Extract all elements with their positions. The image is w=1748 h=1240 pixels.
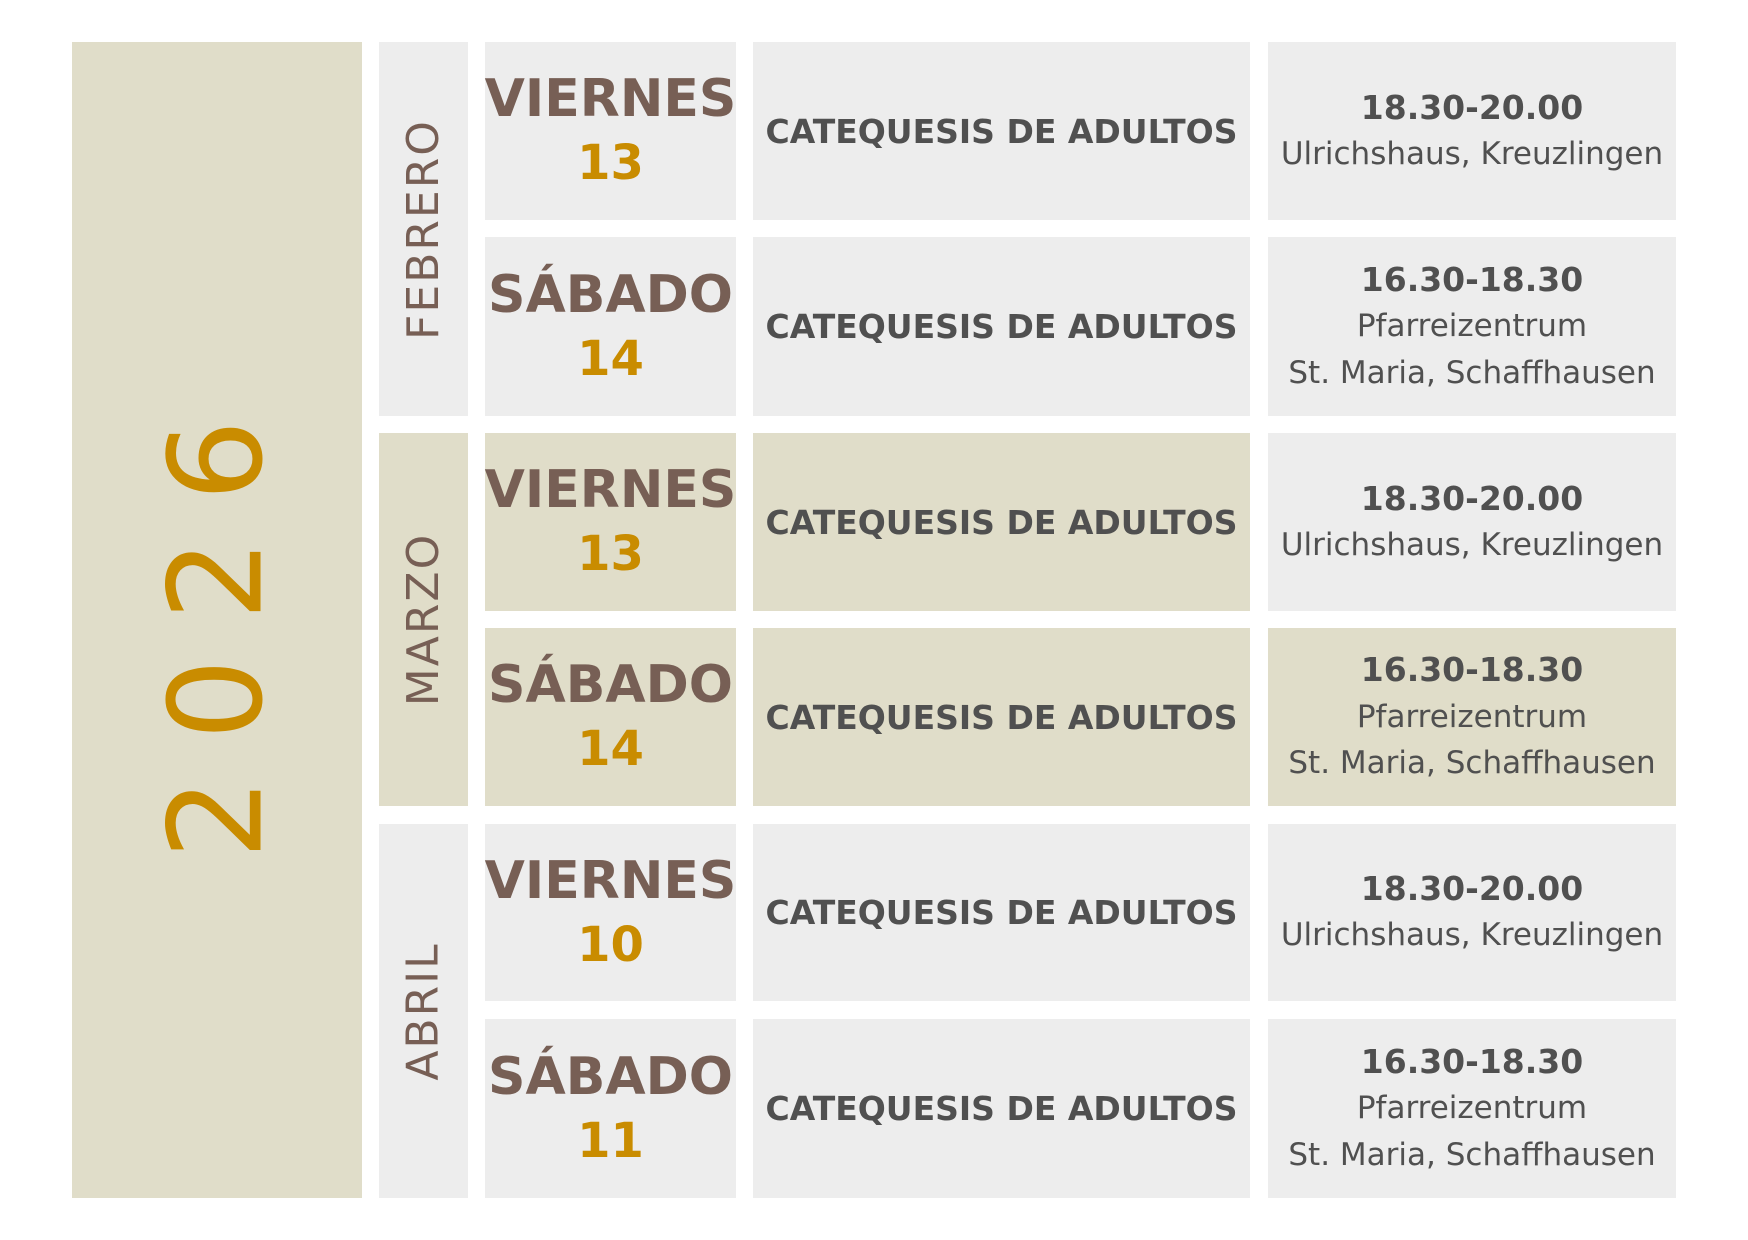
location-line: St. Maria, Schaffhausen: [1288, 1136, 1656, 1173]
day-cell: SÁBADO 14: [485, 628, 736, 806]
location-line: Pfarreizentrum: [1356, 308, 1588, 345]
event-title: CATEQUESIS DE ADULTOS: [765, 111, 1238, 151]
day-number: 13: [577, 526, 644, 583]
event-time: 16.30-18.30: [1360, 650, 1584, 690]
event-time: 16.30-18.30: [1360, 1041, 1584, 1081]
location-line: Pfarreizentrum: [1356, 698, 1588, 735]
day-cell: SÁBADO 11: [485, 1019, 736, 1198]
location-line: Ulrichshaus, Kreuzlingen: [1280, 917, 1664, 954]
day-cell: VIERNES 10: [485, 824, 736, 1001]
year-label: 2026: [142, 381, 292, 859]
day-number: 13: [577, 135, 644, 192]
location-cell: 16.30-18.30 Pfarreizentrum St. Maria, Sch…: [1268, 237, 1676, 416]
day-name: SÁBADO: [488, 655, 733, 716]
day-name: VIERNES: [484, 460, 737, 521]
location-cell: 18.30-20.00 Ulrichshaus, Kreuzlingen: [1268, 42, 1676, 220]
event-title: CATEQUESIS DE ADULTOS: [765, 1089, 1238, 1128]
month-label: ABRIL: [398, 941, 450, 1081]
event-title: CATEQUESIS DE ADULTOS: [765, 307, 1238, 346]
event-time: 18.30-20.00: [1360, 869, 1584, 909]
event-title: CATEQUESIS DE ADULTOS: [765, 893, 1238, 932]
day-cell: VIERNES 13: [485, 42, 736, 220]
day-cell: SÁBADO 14: [485, 237, 736, 416]
day-name: VIERNES: [484, 69, 737, 130]
month-march: MARZO: [379, 433, 468, 806]
day-number: 14: [577, 330, 644, 387]
day-number: 14: [577, 721, 644, 778]
day-number: 10: [577, 916, 644, 973]
event-title: CATEQUESIS DE ADULTOS: [765, 502, 1238, 542]
location-cell: 16.30-18.30 Pfarreizentrum St. Maria, Sch…: [1268, 1019, 1676, 1198]
event-cell: CATEQUESIS DE ADULTOS: [753, 1019, 1250, 1198]
event-cell: CATEQUESIS DE ADULTOS: [753, 42, 1250, 220]
day-number: 11: [577, 1112, 644, 1169]
month-february: FEBRERO: [379, 42, 468, 416]
location-line: St. Maria, Schaffhausen: [1288, 745, 1656, 782]
event-time: 16.30-18.30: [1360, 259, 1584, 299]
event-cell: CATEQUESIS DE ADULTOS: [753, 237, 1250, 416]
location-line: Ulrichshaus, Kreuzlingen: [1280, 526, 1664, 563]
event-cell: CATEQUESIS DE ADULTOS: [753, 824, 1250, 1001]
day-name: SÁBADO: [488, 264, 733, 325]
location-line: Pfarreizentrum: [1356, 1090, 1588, 1127]
event-time: 18.30-20.00: [1360, 478, 1584, 518]
event-time: 18.30-20.00: [1360, 87, 1584, 127]
day-cell: VIERNES 13: [485, 433, 736, 611]
location-line: Ulrichshaus, Kreuzlingen: [1280, 135, 1664, 172]
month-label: FEBRERO: [398, 118, 449, 340]
location-cell: 18.30-20.00 Ulrichshaus, Kreuzlingen: [1268, 433, 1676, 611]
day-name: VIERNES: [484, 850, 737, 911]
month-label: MARZO: [398, 532, 450, 707]
month-april: ABRIL: [379, 824, 468, 1198]
location-cell: 16.30-18.30 Pfarreizentrum St. Maria, Sch…: [1268, 628, 1676, 806]
location-line: St. Maria, Schaffhausen: [1288, 354, 1656, 391]
event-cell: CATEQUESIS DE ADULTOS: [753, 433, 1250, 611]
day-name: SÁBADO: [488, 1046, 733, 1107]
year-panel: 2026: [72, 42, 362, 1198]
event-title: CATEQUESIS DE ADULTOS: [765, 697, 1238, 737]
event-cell: CATEQUESIS DE ADULTOS: [753, 628, 1250, 806]
location-cell: 18.30-20.00 Ulrichshaus, Kreuzlingen: [1268, 824, 1676, 1001]
